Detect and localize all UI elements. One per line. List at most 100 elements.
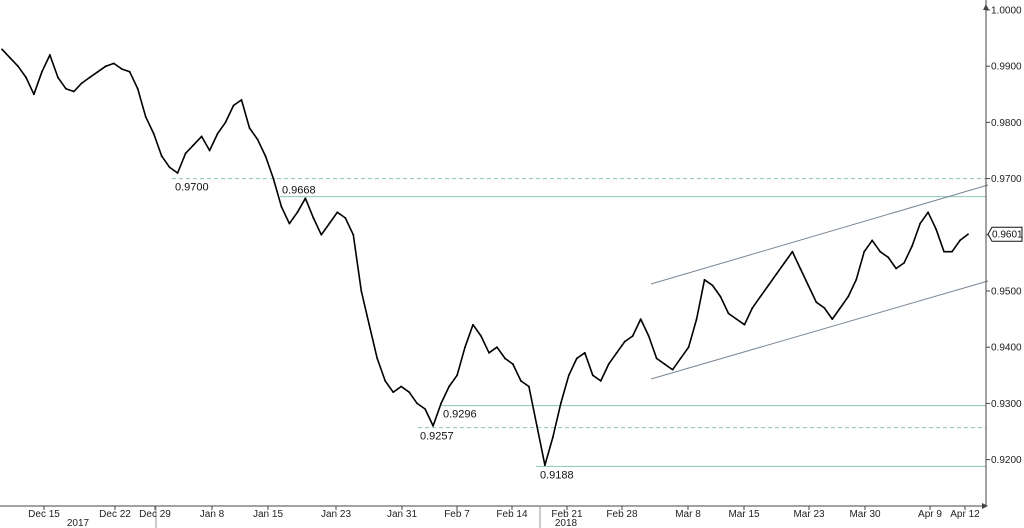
data-point [567,374,570,377]
data-point [951,250,953,253]
axes [0,0,989,528]
data-point [33,93,35,96]
last-price-box [987,226,1023,242]
x-tick-label: Mar 15 [728,509,760,520]
data-point [120,68,123,70]
data-point [96,70,99,73]
x-tick-label: Mar 8 [675,509,701,520]
data-point [248,127,251,129]
data-point [256,138,259,141]
data-point [152,132,155,135]
trend-channel [650,184,989,380]
channel-upper-line [650,184,989,285]
data-point [320,233,323,236]
data-point [264,155,267,158]
data-point [88,76,91,79]
data-point [559,402,562,405]
data-point [432,424,435,427]
data-point [64,87,67,90]
data-point [719,295,722,298]
data-point [504,357,506,360]
data-point [767,284,770,287]
data-point [751,306,754,309]
data-point [727,312,730,315]
data-point [456,374,458,377]
x-tick-label: Dec 15 [28,509,60,520]
data-point [408,391,411,394]
data-point [424,408,427,410]
data-point [735,318,738,320]
data-point [551,436,554,439]
level-label-3: 0.9257 [420,431,454,443]
data-point [216,132,219,135]
data-point [9,56,11,59]
data-point [879,250,882,253]
data-point [967,233,969,236]
data-point [344,217,347,219]
data-point [687,346,690,349]
data-point [783,262,786,264]
data-point [711,284,714,287]
data-point [759,295,762,298]
x-tick-label: Dec 22 [99,509,131,520]
y-tick-label: 0.9400 [991,343,1022,354]
year-label-2018: 2018 [555,518,578,528]
data-point [136,87,139,90]
y-tick-label: 0.9500 [991,287,1022,298]
data-point [464,346,466,349]
data-point [671,368,674,371]
x-tick-label: Apr 9 [918,509,942,520]
data-point [232,104,235,107]
data-point [927,211,929,214]
y-tick-label: 0.9800 [991,118,1022,129]
data-point [807,284,810,287]
data-point [583,351,586,354]
x-tick-label: Dec 29 [139,509,171,520]
data-point [272,177,275,180]
data-point [288,222,291,225]
y-tick-label: 0.9300 [991,399,1022,410]
data-point [128,70,131,73]
y-axis-arrow-icon [983,4,989,10]
data-point [543,464,546,467]
data-point [639,318,642,320]
last-price-label: 0.9601 [992,230,1023,241]
x-tick-label: Jan 23 [321,509,351,520]
year-label-2017: 2017 [67,518,90,528]
data-point [104,65,107,68]
data-point [512,363,514,365]
data-point [304,197,307,200]
data-point [943,250,945,253]
data-point [296,211,299,214]
level-label-0: 0.9700 [175,182,209,194]
level-label-1: 0.9668 [282,185,316,197]
x-tick-label: Feb 7 [444,509,470,520]
data-point [599,380,602,382]
x-axis-ticks: Dec 15 Dec 22 Dec 29 Jan 8 Jan 15 Jan 23 Jan 3… [28,506,980,520]
data-point [496,346,498,349]
data-point [575,357,578,360]
data-point [871,239,874,242]
x-tick-label: Feb 21 [551,509,583,520]
data-point [623,340,626,343]
y-tick-label: 0.9700 [991,174,1022,185]
data-point [352,233,355,236]
price-series [1,48,969,467]
data-point [839,306,842,309]
data-point [919,222,921,225]
data-point [887,256,890,259]
data-point [49,54,51,56]
data-point [663,363,666,365]
data-point [400,385,403,388]
data-point [903,262,906,264]
year-labels: 2017 2018 [67,518,578,528]
data-point [176,172,179,174]
data-point [208,149,211,152]
x-tick-label: Mar 23 [793,509,825,520]
data-point [831,318,834,320]
y-tick-label: 1.0000 [991,6,1022,17]
data-point [17,65,19,68]
data-point [911,245,914,247]
data-point [1,48,3,51]
data-point [392,391,395,394]
